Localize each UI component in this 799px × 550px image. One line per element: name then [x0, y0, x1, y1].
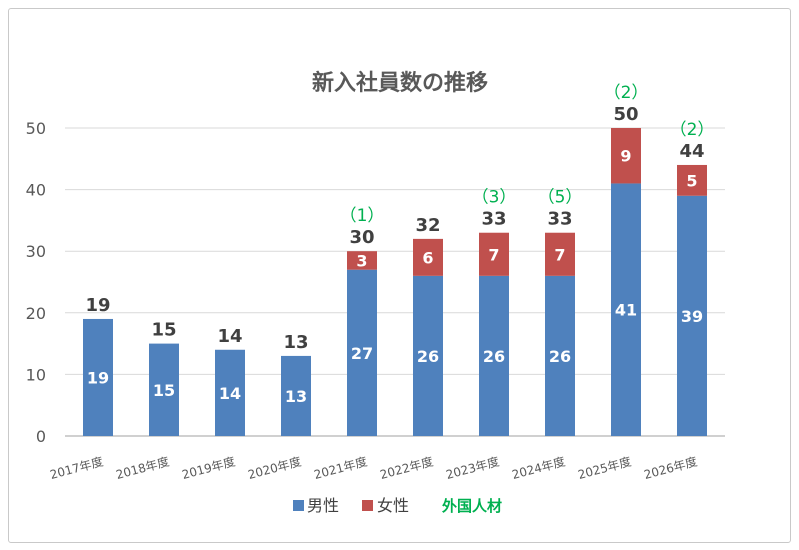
x-tick-label: 2017年度: [48, 453, 105, 482]
bar-value-label: 6: [422, 248, 433, 267]
total-label: 44: [679, 141, 704, 162]
legend-label-male: 男性: [307, 496, 339, 515]
x-tick-label: 2018年度: [114, 453, 171, 482]
bar-female: [479, 232, 509, 276]
bar-value-label: 26: [549, 347, 571, 366]
bar-male: [677, 195, 707, 436]
bar-female: [611, 128, 641, 184]
legend-swatch-male: [293, 500, 304, 511]
legend-label-foreign-talent: 外国人材: [441, 497, 502, 515]
bar-value-label: 41: [615, 301, 637, 320]
foreign-talent-label: （2）: [604, 83, 649, 103]
total-label: 50: [613, 104, 638, 125]
bar-value-label: 15: [153, 381, 175, 400]
chart-title: 新入社員数の推移: [312, 70, 488, 96]
bar-male: [215, 349, 245, 436]
bar-value-label: 14: [219, 384, 241, 403]
bar-value-label: 5: [686, 171, 697, 190]
y-tick-label: 10: [26, 365, 46, 384]
bar-value-label: 3: [356, 251, 367, 270]
total-label: 30: [349, 227, 374, 248]
x-tick-label: 2021年度: [312, 453, 369, 482]
foreign-talent-label: （1）: [340, 206, 385, 226]
y-tick-label: 0: [36, 427, 46, 446]
bar-male: [413, 275, 443, 436]
x-tick-label: 2019年度: [180, 453, 237, 482]
bar-value-label: 9: [620, 147, 631, 166]
x-tick-label: 2025年度: [576, 453, 633, 482]
bar-value-label: 19: [87, 368, 109, 387]
y-tick-label: 40: [26, 181, 46, 200]
bar-male: [347, 269, 377, 436]
bar-male: [479, 275, 509, 436]
y-tick-label: 20: [26, 304, 46, 323]
total-label: 14: [217, 326, 242, 347]
legend-swatch-female: [362, 500, 373, 511]
total-label: 19: [85, 295, 110, 316]
bar-female: [347, 251, 377, 270]
bar-male: [149, 343, 179, 436]
bar-male: [545, 275, 575, 436]
foreign-talent-label: （3）: [472, 188, 517, 208]
total-label: 15: [151, 320, 176, 341]
foreign-talent-label: （2）: [670, 120, 715, 140]
total-label: 33: [547, 209, 572, 230]
bar-value-label: 26: [417, 347, 439, 366]
bar-value-label: 39: [681, 307, 703, 326]
x-tick-label: 2020年度: [246, 453, 303, 482]
bar-value-label: 7: [554, 245, 565, 264]
total-label: 33: [481, 209, 506, 230]
legend-label-female: 女性: [377, 496, 409, 515]
total-label: 13: [283, 332, 308, 353]
bar-male: [281, 355, 311, 436]
chart-frame: [8, 8, 791, 543]
y-tick-label: 30: [26, 242, 46, 261]
bar-value-label: 27: [351, 344, 373, 363]
x-tick-label: 2023年度: [444, 453, 501, 482]
y-tick-label: 50: [26, 119, 46, 138]
total-label: 32: [415, 215, 440, 236]
bar-male: [83, 318, 113, 436]
x-tick-label: 2022年度: [378, 453, 435, 482]
bar-female: [677, 164, 707, 196]
x-tick-label: 2026年度: [642, 453, 699, 482]
x-tick-label: 2024年度: [510, 453, 567, 482]
bar-female: [413, 238, 443, 276]
bar-value-label: 26: [483, 347, 505, 366]
bar-female: [545, 232, 575, 276]
bar-value-label: 13: [285, 387, 307, 406]
foreign-talent-label: （5）: [538, 188, 583, 208]
bar-value-label: 7: [488, 245, 499, 264]
bar-male: [611, 183, 641, 436]
